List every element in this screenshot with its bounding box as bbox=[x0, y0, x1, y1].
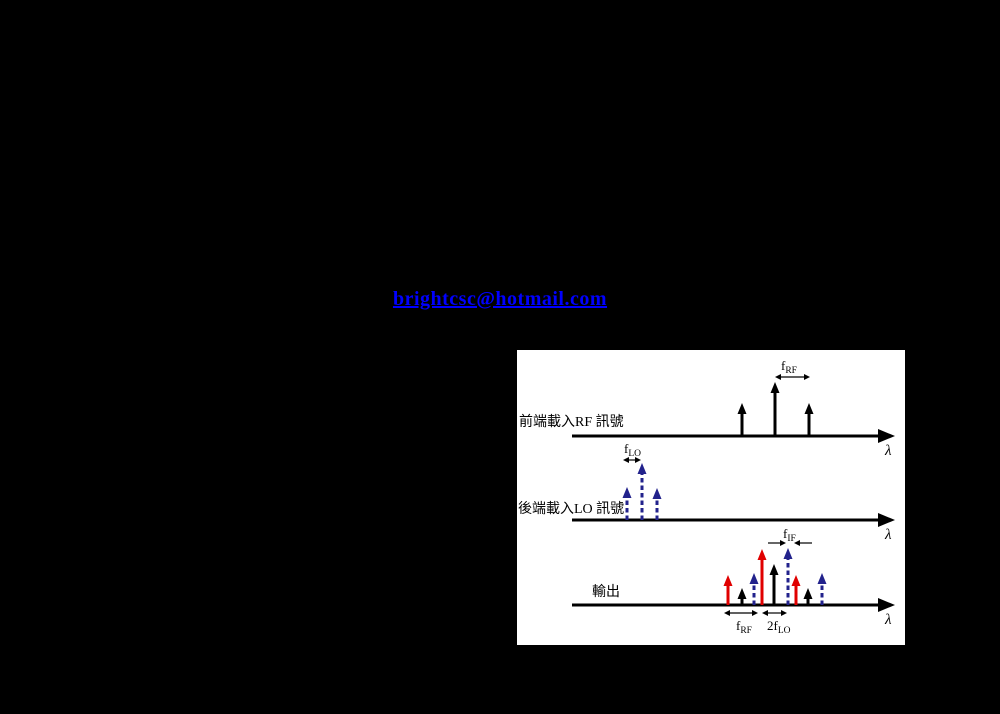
freq-label: fRF bbox=[781, 358, 797, 376]
email-link[interactable]: brightcsc@hotmail.com bbox=[392, 288, 608, 310]
freq-label: fIF bbox=[783, 526, 796, 544]
measure-span-head-right bbox=[635, 457, 641, 463]
spectral-arrow-head bbox=[749, 573, 759, 584]
lambda-label: λ bbox=[884, 443, 892, 459]
email-link-row: brightcsc@hotmail.com bbox=[0, 288, 1000, 311]
axis-arrowhead bbox=[878, 598, 895, 612]
spectrum-diagram: 前端載入RF 訊號 λ fRF 後端載入LO 訊號 λ fLO 輸出 λ fIF fRF 2fLO bbox=[517, 350, 905, 645]
spectral-arrow-head bbox=[737, 588, 747, 599]
row-label: 後端載入LO 訊號 bbox=[518, 501, 624, 517]
spectral-arrow-head bbox=[622, 487, 632, 498]
lambda-label: λ bbox=[884, 612, 892, 628]
axis-arrowhead bbox=[878, 429, 895, 443]
spectral-arrow-head bbox=[652, 488, 662, 499]
measure-span-head-left bbox=[775, 374, 781, 380]
freq-label: fLO bbox=[624, 441, 641, 459]
measure-span-head-left bbox=[724, 610, 730, 616]
lambda-label: λ bbox=[884, 527, 892, 543]
spectral-arrow-head bbox=[637, 463, 647, 474]
spectral-arrow-head bbox=[770, 382, 780, 393]
spectral-arrow-head bbox=[737, 403, 747, 414]
spectral-arrow-head bbox=[783, 548, 793, 559]
measure-span-head-right bbox=[781, 610, 787, 616]
row-label: 前端載入RF 訊號 bbox=[519, 413, 624, 430]
spectral-arrow-head bbox=[769, 564, 779, 575]
spectral-arrow-head bbox=[817, 573, 827, 584]
row-label: 輸出 bbox=[592, 584, 620, 600]
spectrum-diagram-svg: 前端載入RF 訊號 λ fRF 後端載入LO 訊號 λ fLO 輸出 λ fIF fRF 2fLO bbox=[517, 350, 905, 645]
pointer-head bbox=[794, 540, 800, 546]
measure-span-head-right bbox=[804, 374, 810, 380]
spectral-arrow-head bbox=[723, 575, 733, 586]
freq-label: fRF bbox=[736, 618, 752, 636]
spectral-arrow-head bbox=[791, 575, 801, 586]
spectral-arrow-head bbox=[804, 403, 814, 414]
axis-arrowhead bbox=[878, 513, 895, 527]
freq-label: 2fLO bbox=[767, 618, 791, 636]
spectral-arrow-head bbox=[803, 588, 813, 599]
measure-span-head-left bbox=[623, 457, 629, 463]
measure-span-head-left bbox=[762, 610, 768, 616]
spectral-arrow-head bbox=[757, 549, 767, 560]
pointer-head bbox=[780, 540, 786, 546]
measure-span-head-right bbox=[752, 610, 758, 616]
